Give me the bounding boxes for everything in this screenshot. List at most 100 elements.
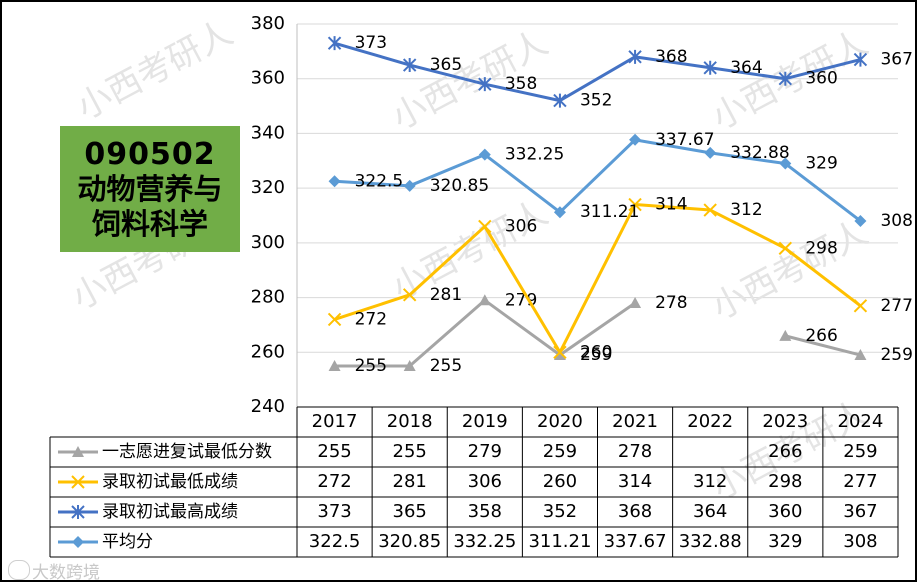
data-label: 308 — [880, 211, 912, 231]
series-point-3 — [779, 157, 792, 170]
y-tick-label: 360 — [251, 68, 285, 89]
watermark-text: 小西考研人 — [705, 23, 874, 138]
table-cell-value: 311.21 — [528, 531, 591, 552]
data-label: 365 — [430, 55, 462, 75]
major-code: 090502 — [84, 137, 216, 173]
series-point-0 — [779, 329, 792, 341]
table-cell-value: 255 — [393, 441, 427, 462]
table-cell-value: 329 — [768, 531, 802, 552]
major-name-line-1: 动物营养与 — [77, 172, 223, 207]
table-cell-value: 365 — [393, 501, 427, 522]
series-point-3 — [328, 175, 341, 188]
x-tick-label: 2018 — [387, 411, 433, 432]
legend-swatch-marker — [71, 505, 85, 519]
series-point-3 — [704, 146, 717, 159]
series-line-1 — [334, 203, 862, 354]
series-point-2 — [778, 71, 793, 86]
data-label: 364 — [730, 58, 762, 78]
y-tick-label: 320 — [251, 177, 285, 198]
data-label: 367 — [880, 50, 912, 70]
data-label: 260 — [580, 342, 612, 362]
series-point-1 — [628, 197, 642, 212]
data-label: 314 — [655, 195, 687, 215]
table-cell-value: 358 — [468, 501, 502, 522]
series-point-2 — [327, 36, 342, 51]
data-label: 279 — [505, 290, 537, 310]
series-line-2 — [334, 41, 861, 103]
data-label: 352 — [580, 91, 612, 111]
series-line-3 — [334, 138, 862, 223]
data-label: 358 — [505, 74, 537, 94]
data-label: 332.88 — [730, 143, 789, 163]
series-point-0 — [629, 297, 642, 309]
table-cell-value: 277 — [843, 471, 877, 492]
series-point-0 — [328, 359, 341, 371]
series-point-1 — [553, 345, 567, 359]
data-label: 311.21 — [580, 202, 639, 222]
data-label: 259 — [580, 345, 612, 365]
series-point-3 — [553, 206, 566, 219]
data-label: 332.25 — [505, 145, 564, 165]
data-label: 298 — [805, 238, 837, 258]
x-tick-label: 2023 — [762, 411, 808, 432]
table-cell-value: 332.25 — [453, 531, 516, 552]
data-label: 266 — [805, 326, 837, 346]
table-cell-value: 373 — [317, 501, 351, 522]
series-point-1 — [778, 241, 793, 256]
data-label: 322.5 — [355, 171, 404, 191]
series-point-2 — [853, 52, 868, 67]
series-point-2 — [478, 77, 492, 92]
x-tick-label: 2017 — [312, 411, 358, 432]
table-cell-value: 260 — [543, 471, 577, 492]
data-label: 255 — [430, 356, 462, 376]
watermark-text: 小西考研人 — [70, 13, 239, 128]
legend-series-name: 录取初试最高成绩 — [102, 502, 238, 522]
table-cell-value: 312 — [693, 471, 727, 492]
y-tick-label: 380 — [251, 13, 285, 34]
y-tick-label: 280 — [251, 287, 285, 308]
series-point-0 — [553, 349, 566, 361]
x-tick-label: 2021 — [612, 411, 658, 432]
table-cell-value: 322.5 — [309, 531, 361, 552]
table-cell-value: 298 — [768, 471, 802, 492]
series-point-0 — [403, 359, 416, 371]
series-point-3 — [629, 133, 642, 146]
table-cell-value: 352 — [543, 501, 577, 522]
table-cell-value: 320.85 — [378, 531, 441, 552]
series-point-1 — [402, 288, 417, 302]
series-point-1 — [327, 312, 342, 327]
series-point-1 — [853, 299, 868, 313]
series-point-3 — [478, 148, 491, 161]
data-label: 281 — [430, 285, 462, 305]
series-point-2 — [553, 93, 567, 108]
table-cell-value: 278 — [618, 441, 652, 462]
data-label: 277 — [880, 296, 912, 316]
series-point-2 — [402, 58, 417, 73]
data-label: 368 — [655, 47, 687, 67]
footer-watermark: 大数跨境 — [32, 563, 100, 583]
x-tick-label: 2022 — [687, 411, 733, 432]
data-label: 306 — [505, 216, 537, 236]
table-cell-value: 314 — [618, 471, 652, 492]
data-label: 337.67 — [655, 130, 714, 150]
watermark-text: 小西考研人 — [705, 213, 874, 328]
table-cell-value: 279 — [468, 441, 502, 462]
table-cell-value: 308 — [843, 531, 877, 552]
series-point-2 — [703, 60, 717, 75]
series-point-3 — [854, 214, 867, 227]
table-cell-value: 337.67 — [604, 531, 667, 552]
table-cell-value: 332.88 — [679, 531, 742, 552]
data-label: 329 — [805, 154, 837, 174]
data-label: 255 — [355, 356, 387, 376]
y-tick-label: 260 — [251, 341, 285, 362]
footer-logo-icon — [8, 560, 30, 580]
series-point-1 — [478, 219, 492, 234]
major-label-box: 090502 动物营养与 饲料科学 — [60, 126, 240, 252]
legend-swatch-marker — [71, 475, 85, 489]
table-cell-value: 259 — [843, 441, 877, 462]
series-point-0 — [854, 349, 867, 361]
data-label: 320.85 — [430, 176, 489, 196]
series-point-1 — [703, 203, 717, 217]
